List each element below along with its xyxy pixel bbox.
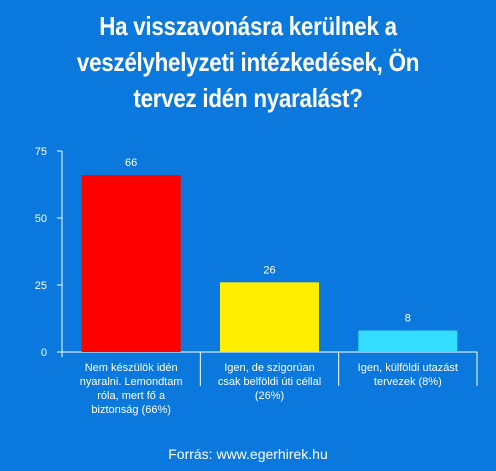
data-label: 8 bbox=[405, 313, 411, 325]
data-label: 66 bbox=[125, 157, 137, 169]
bar bbox=[81, 175, 181, 352]
source-credit: Forrás: www.egerhirek.hu bbox=[168, 446, 328, 462]
category-label: Nem készülök idén nyaralni. Lemondtam róla… bbox=[80, 362, 183, 416]
category-label-line: tervezek (8%) bbox=[374, 376, 442, 388]
y-tick-label: 25 bbox=[35, 280, 47, 292]
category-label: Igen, külföldi utazást tervezek (8%) bbox=[358, 362, 458, 388]
category-label-line: nyaralni. Lemondtam bbox=[80, 376, 183, 388]
category-label-line: Igen, de szigorúan bbox=[224, 362, 315, 374]
category-label-line: biztonság (66%) bbox=[91, 404, 171, 416]
category-label-line: csak belföldi úti céllal bbox=[218, 376, 321, 388]
category-label: Igen, de szigorúan csak belföldi úti céll… bbox=[218, 362, 321, 402]
y-tick-label: 0 bbox=[41, 347, 47, 359]
category-label-line: Nem készülök idén bbox=[85, 362, 178, 374]
data-label: 26 bbox=[263, 264, 275, 276]
chart-title: Ha visszavonásra kerülnek a veszélyhelyz… bbox=[76, 11, 420, 113]
category-label-line: (26%) bbox=[255, 390, 284, 402]
bar bbox=[220, 282, 319, 352]
y-tick-label: 75 bbox=[35, 146, 47, 158]
category-label-line: Igen, külföldi utazást bbox=[358, 362, 458, 374]
y-tick-label: 50 bbox=[35, 213, 47, 225]
bar bbox=[358, 330, 458, 352]
category-label-line: róla, mert fő a bbox=[97, 390, 166, 402]
